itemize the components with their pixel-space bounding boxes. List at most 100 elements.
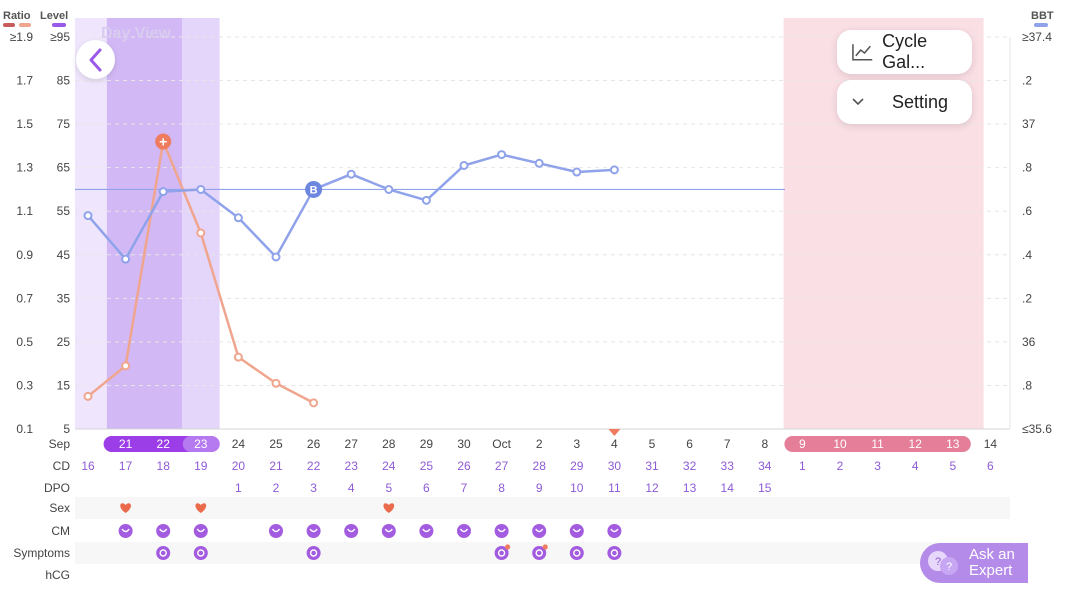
dpo-label: 11 <box>608 481 621 495</box>
cm-icon-glyph <box>459 528 469 533</box>
symptom-icon-glyph <box>159 549 167 557</box>
bbt-point <box>121 254 131 264</box>
cycle-day-label: 22 <box>307 459 321 473</box>
date-tick-label: 28 <box>382 437 396 451</box>
bbt-point <box>609 165 619 175</box>
level-tick-label: 25 <box>57 335 71 349</box>
bbt-tick-label: .6 <box>1022 204 1032 218</box>
level-tick-label: 65 <box>57 161 71 175</box>
cycle-day-label: 19 <box>194 459 208 473</box>
ratio-tick-label: 0.3 <box>16 378 33 392</box>
ratio-tick-label: 0.9 <box>16 248 33 262</box>
date-tick-label: 10 <box>833 437 847 451</box>
date-tick-label: 6 <box>686 437 693 451</box>
ratio-tick-label: 0.1 <box>16 422 33 436</box>
symptom-alert-dot <box>542 544 548 550</box>
hcg-row-label: hCG <box>45 568 70 582</box>
cycle-gallery-label: Cycle Gal... <box>882 31 928 72</box>
symptom-icon <box>569 546 584 560</box>
cycle-day-label: 32 <box>683 459 697 473</box>
date-tick-label: 7 <box>724 437 731 451</box>
cycle-day-label: 30 <box>608 459 622 473</box>
symptom-icon-glyph <box>535 549 543 557</box>
cycle-day-label: 16 <box>81 459 95 473</box>
bbt-tick-label: .8 <box>1022 161 1032 175</box>
cycle-day-label: 24 <box>382 459 396 473</box>
cd-row-label: CD <box>53 459 71 473</box>
level-label: Level <box>40 10 68 22</box>
symptom-icon-glyph <box>309 549 318 557</box>
dpo-label: 12 <box>645 481 659 495</box>
dpo-label: 13 <box>683 481 697 495</box>
setting-button[interactable]: Setting <box>837 80 972 124</box>
date-tick-label: 3 <box>573 437 580 451</box>
cycle-day-label: 4 <box>912 459 919 473</box>
bbt-point <box>572 167 582 177</box>
svg-text:?: ? <box>946 561 952 573</box>
date-tick-label: 26 <box>307 437 321 451</box>
dpo-label: 3 <box>310 481 317 495</box>
ask-expert-label: Ask an Expert <box>969 547 1015 579</box>
symptom-icon <box>156 546 171 560</box>
bbt-point <box>158 187 168 197</box>
bbt-tick-label: 37 <box>1022 117 1036 131</box>
date-tick-label: 23 <box>194 437 208 451</box>
fertile-date-pill-end <box>182 436 220 452</box>
symptom-icon <box>494 546 509 560</box>
cm-icon-glyph <box>422 528 431 533</box>
ratio-label: Ratio <box>3 10 31 22</box>
cycle-day-label: 2 <box>837 459 844 473</box>
date-tick-label: 5 <box>649 437 656 451</box>
ratio-legend-swatch-2 <box>19 23 31 27</box>
level-tick-label: ≥95 <box>50 30 70 44</box>
date-tick-label: 25 <box>269 437 283 451</box>
bbt-tick-label: .2 <box>1022 74 1032 88</box>
cm-icon-glyph <box>271 528 281 533</box>
series-lines: +B <box>83 133 619 408</box>
axis-labels: ≥1.9 ≥95 ≥37.4 1.7 85 .2 1.5 75 37 1.3 65 .8 1.1 55 .6… <box>10 30 1053 436</box>
date-tick-label: 29 <box>420 437 434 451</box>
ratio-point <box>83 391 93 401</box>
cm-icon-glyph <box>347 528 356 533</box>
dpo-label: 2 <box>273 481 280 495</box>
bbt-point <box>534 158 544 168</box>
cm-icon-glyph <box>121 528 130 533</box>
cycle-day-label: 17 <box>119 459 133 473</box>
symptom-icon-glyph <box>197 549 205 557</box>
cm-icon-glyph <box>572 528 581 533</box>
cycle-day-label: 5 <box>949 459 956 473</box>
chevron-down-icon <box>852 98 864 106</box>
bbt-point <box>83 211 93 221</box>
sex-row-label: Sex <box>49 501 70 515</box>
chart-header: Day View Ratio Level BBT <box>3 10 1054 42</box>
date-tick-label: 13 <box>946 437 960 451</box>
cycle-gallery-button[interactable]: Cycle Gal... <box>837 30 972 74</box>
cycle-day-label: 3 <box>874 459 881 473</box>
date-tick-label: Oct <box>492 437 511 451</box>
back-button[interactable] <box>76 40 115 79</box>
symptom-alert-dot <box>505 544 511 550</box>
ratio-tick-label: 0.5 <box>16 335 33 349</box>
dpo-label: 15 <box>758 481 772 495</box>
ratio-point <box>271 378 281 388</box>
cycle-day-label: 20 <box>232 459 246 473</box>
bbt-point <box>497 150 507 160</box>
ask-expert-button[interactable]: ? ? Ask an Expert <box>920 543 1028 583</box>
bbt-point <box>271 252 281 262</box>
bbt-point <box>346 169 356 179</box>
date-tick-label: 22 <box>157 437 171 451</box>
dpo-label: 8 <box>498 481 505 495</box>
ratio-tick-label: 0.7 <box>16 291 33 305</box>
cm-icon-glyph <box>610 528 619 533</box>
row-stripe <box>75 497 1010 519</box>
cycle-day-label: 33 <box>721 459 735 473</box>
level-tick-label: 15 <box>57 378 71 392</box>
bbt-point <box>459 160 469 170</box>
period-date-pill <box>784 436 971 452</box>
date-tick-label: 24 <box>232 437 246 451</box>
dpo-label: 6 <box>423 481 430 495</box>
date-tick-label: 12 <box>909 437 923 451</box>
ratio-point <box>233 352 243 362</box>
cycle-day-label: 28 <box>533 459 547 473</box>
